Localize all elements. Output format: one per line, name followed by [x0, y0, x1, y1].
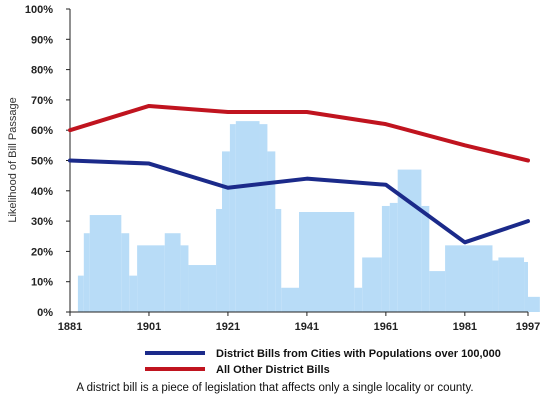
- y-tick-label: 90%: [31, 34, 53, 46]
- histogram-bar-4: [129, 275, 138, 312]
- x-tick-label: 1921: [216, 321, 240, 333]
- y-tick-label: 0%: [37, 307, 53, 319]
- y-tick-label: 20%: [31, 246, 53, 258]
- y-tick-label: 80%: [31, 65, 53, 77]
- histogram-bar-14: [267, 151, 276, 312]
- y-tick-label: 100%: [25, 4, 53, 16]
- histogram-bar-5: [137, 245, 165, 312]
- histogram-bar-25: [445, 245, 493, 312]
- x-tick-label: 1997: [516, 321, 540, 333]
- y-tick-label: 70%: [31, 95, 53, 107]
- histogram-bar-16: [281, 287, 299, 312]
- series-line-0: [68, 158, 530, 245]
- x-tick-label: 1941: [295, 321, 319, 333]
- histogram-bar-28: [524, 262, 528, 312]
- x-tick-label: 1881: [58, 321, 82, 333]
- histogram-bar-23: [421, 205, 430, 312]
- histogram-bar-20: [381, 205, 390, 312]
- histogram-bar-9: [216, 208, 223, 312]
- y-tick-label: 10%: [31, 277, 53, 289]
- x-tick-label: 1981: [453, 321, 477, 333]
- background-histogram: [77, 121, 540, 312]
- histogram-bar-26: [492, 260, 499, 312]
- y-tick-label: 60%: [31, 125, 53, 137]
- legend-label-0: District Bills from Cities with Populati…: [216, 348, 501, 360]
- histogram-bar-17: [299, 212, 355, 312]
- histogram-bar-12: [235, 121, 260, 312]
- histogram-bar-11: [229, 124, 236, 312]
- histogram-bar-29: [528, 296, 540, 312]
- histogram-bar-22: [397, 169, 422, 312]
- histogram-bar-3: [121, 233, 130, 312]
- legend: District Bills from Cities with Populati…: [145, 348, 501, 376]
- series-line-1: [68, 103, 530, 163]
- tick-labels: 0% 10% 20% 30% 40% 50% 60% 70% 80% 90% 100% 1881 190…: [25, 4, 540, 333]
- histogram-bar-19: [362, 257, 382, 312]
- legend-label-1: All Other District Bills: [216, 364, 330, 376]
- histogram-bar-1: [83, 233, 90, 312]
- chart-caption: A district bill is a piece of legislatio…: [76, 382, 474, 394]
- histogram-bar-18: [354, 287, 363, 312]
- y-tick-label: 50%: [31, 156, 53, 168]
- histogram-bar-10: [222, 151, 230, 312]
- histogram-bar-6: [164, 233, 181, 312]
- histogram-bar-8: [188, 265, 217, 312]
- x-tick-label: 1961: [374, 321, 398, 333]
- histogram-bar-21: [389, 202, 398, 312]
- histogram-bar-24: [429, 271, 446, 312]
- chart-series: [68, 103, 530, 245]
- y-axis-label: Likelihood of Bill Passage: [7, 97, 19, 222]
- y-tick-label: 40%: [31, 186, 53, 198]
- histogram-bar-15: [275, 208, 282, 312]
- histogram-bar-27: [498, 257, 525, 312]
- histogram-bar-7: [180, 245, 189, 312]
- x-tick-label: 1901: [137, 321, 161, 333]
- y-tick-label: 30%: [31, 216, 53, 228]
- histogram-bar-0: [77, 275, 84, 312]
- histogram-bar-13: [259, 124, 268, 312]
- histogram-bar-2: [89, 215, 122, 312]
